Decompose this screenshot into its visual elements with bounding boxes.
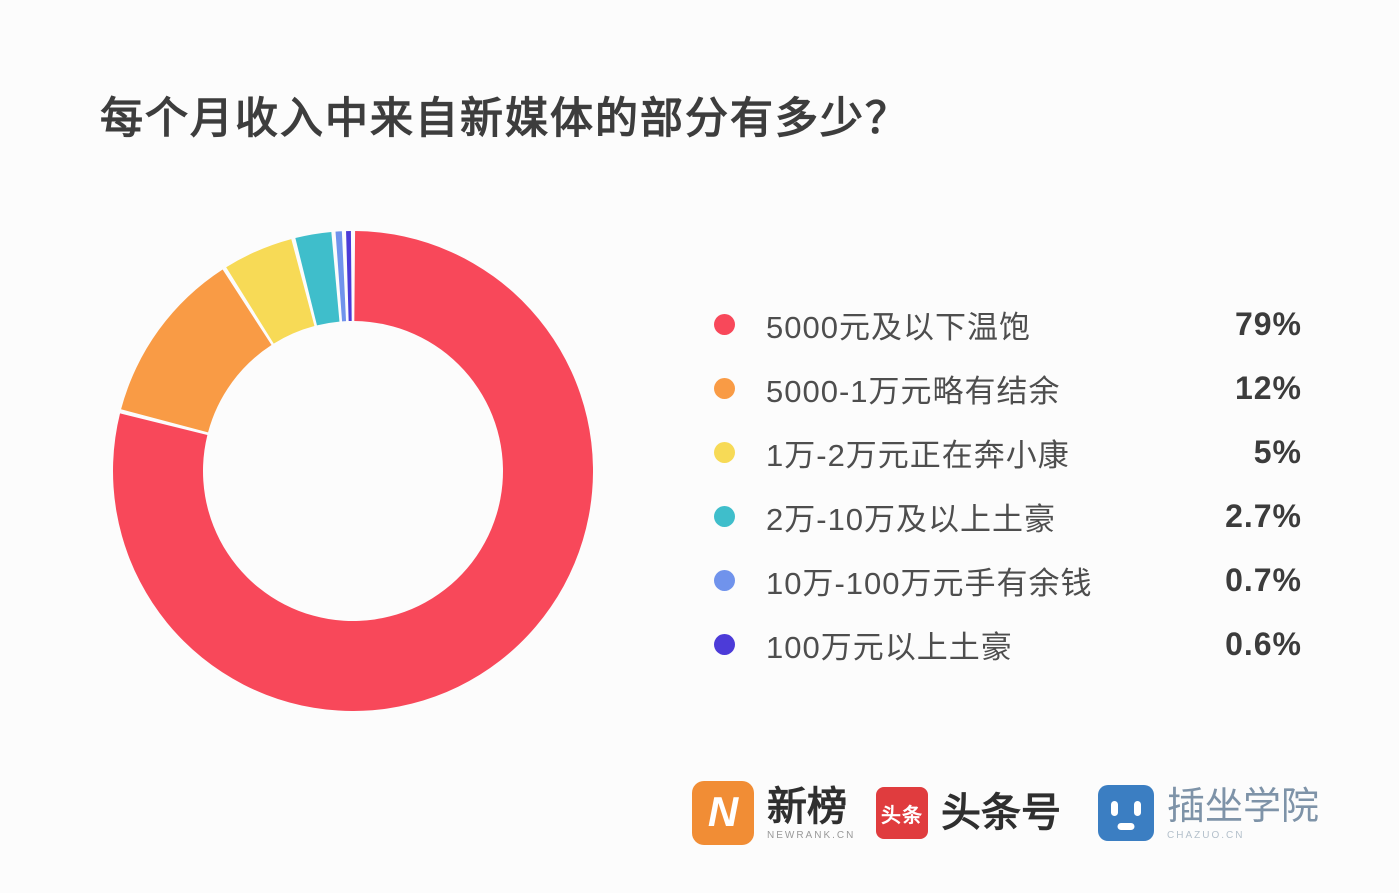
legend-dot-icon [714,505,735,527]
donut-segment-3 [295,231,340,326]
legend-dot-icon [714,313,735,335]
legend-value: 0.6% [1225,625,1302,662]
chazuo-eye-left [1111,801,1118,816]
legend-item: 5000元及以下温饱 79% [714,292,1302,356]
legend-label: 1万-2万元正在奔小康 [766,437,1070,473]
logo-toutiao: 头条 头条号 [876,778,1061,848]
legend-item: 10万-100万元手有余钱 0.7% [714,548,1302,612]
chazuo-mouth [1117,823,1135,830]
legend-label: 2万-10万及以上土豪 [766,501,1057,537]
toutiao-icon-text: 头条 [881,804,923,827]
legend-label: 10万-100万元手有余钱 [766,565,1093,601]
donut-segment-1 [121,269,272,433]
newrank-name: 新榜 [767,784,847,829]
legend-value: 5% [1253,433,1302,470]
legend-item: 100万元以上土豪 0.6% [714,612,1302,676]
toutiao-icon: 头条 [876,787,928,839]
legend-dot-icon [714,569,735,591]
chart-title: 每个月收入中来自新媒体的部分有多少？ [100,95,910,143]
chazuo-subtext: CHAZUO.CN [1167,829,1245,841]
chazuo-face-icon [1098,785,1154,841]
donut-segment-5 [346,231,352,322]
legend-dot-icon [714,377,735,399]
logo-newrank: N 新榜 NEWRANK.CN [692,778,855,848]
donut-segment-4 [335,231,347,322]
newrank-icon-letter: N [707,788,739,835]
chart-legend: 5000元及以下温饱 79% 5000-1万元略有结余 12% 1万-2万元正在… [714,292,1302,676]
legend-dot-icon [714,441,735,463]
toutiao-name: 头条号 [941,791,1061,835]
newrank-subtext: NEWRANK.CN [767,829,856,841]
legend-label: 100万元以上土豪 [766,629,1013,665]
legend-label: 5000-1万元略有结余 [766,373,1061,409]
chazuo-eye-right [1134,801,1141,816]
newrank-icon: N [692,781,754,845]
donut-chart [113,231,593,711]
legend-item: 5000-1万元略有结余 12% [714,356,1302,420]
legend-dot-icon [714,633,735,655]
legend-value: 79% [1234,305,1302,342]
chazuo-name: 插坐学院 [1167,785,1320,828]
legend-item: 2万-10万及以上土豪 2.7% [714,484,1302,548]
legend-value: 12% [1234,369,1302,406]
legend-value: 2.7% [1225,497,1302,534]
donut-segment-2 [226,239,315,344]
logo-chazuo: 插坐学院 CHAZUO.CN [1098,778,1319,848]
legend-item: 1万-2万元正在奔小康 5% [714,420,1302,484]
legend-value: 0.7% [1225,561,1302,598]
legend-label: 5000元及以下温饱 [766,309,1031,345]
donut-segment-0 [113,231,593,711]
